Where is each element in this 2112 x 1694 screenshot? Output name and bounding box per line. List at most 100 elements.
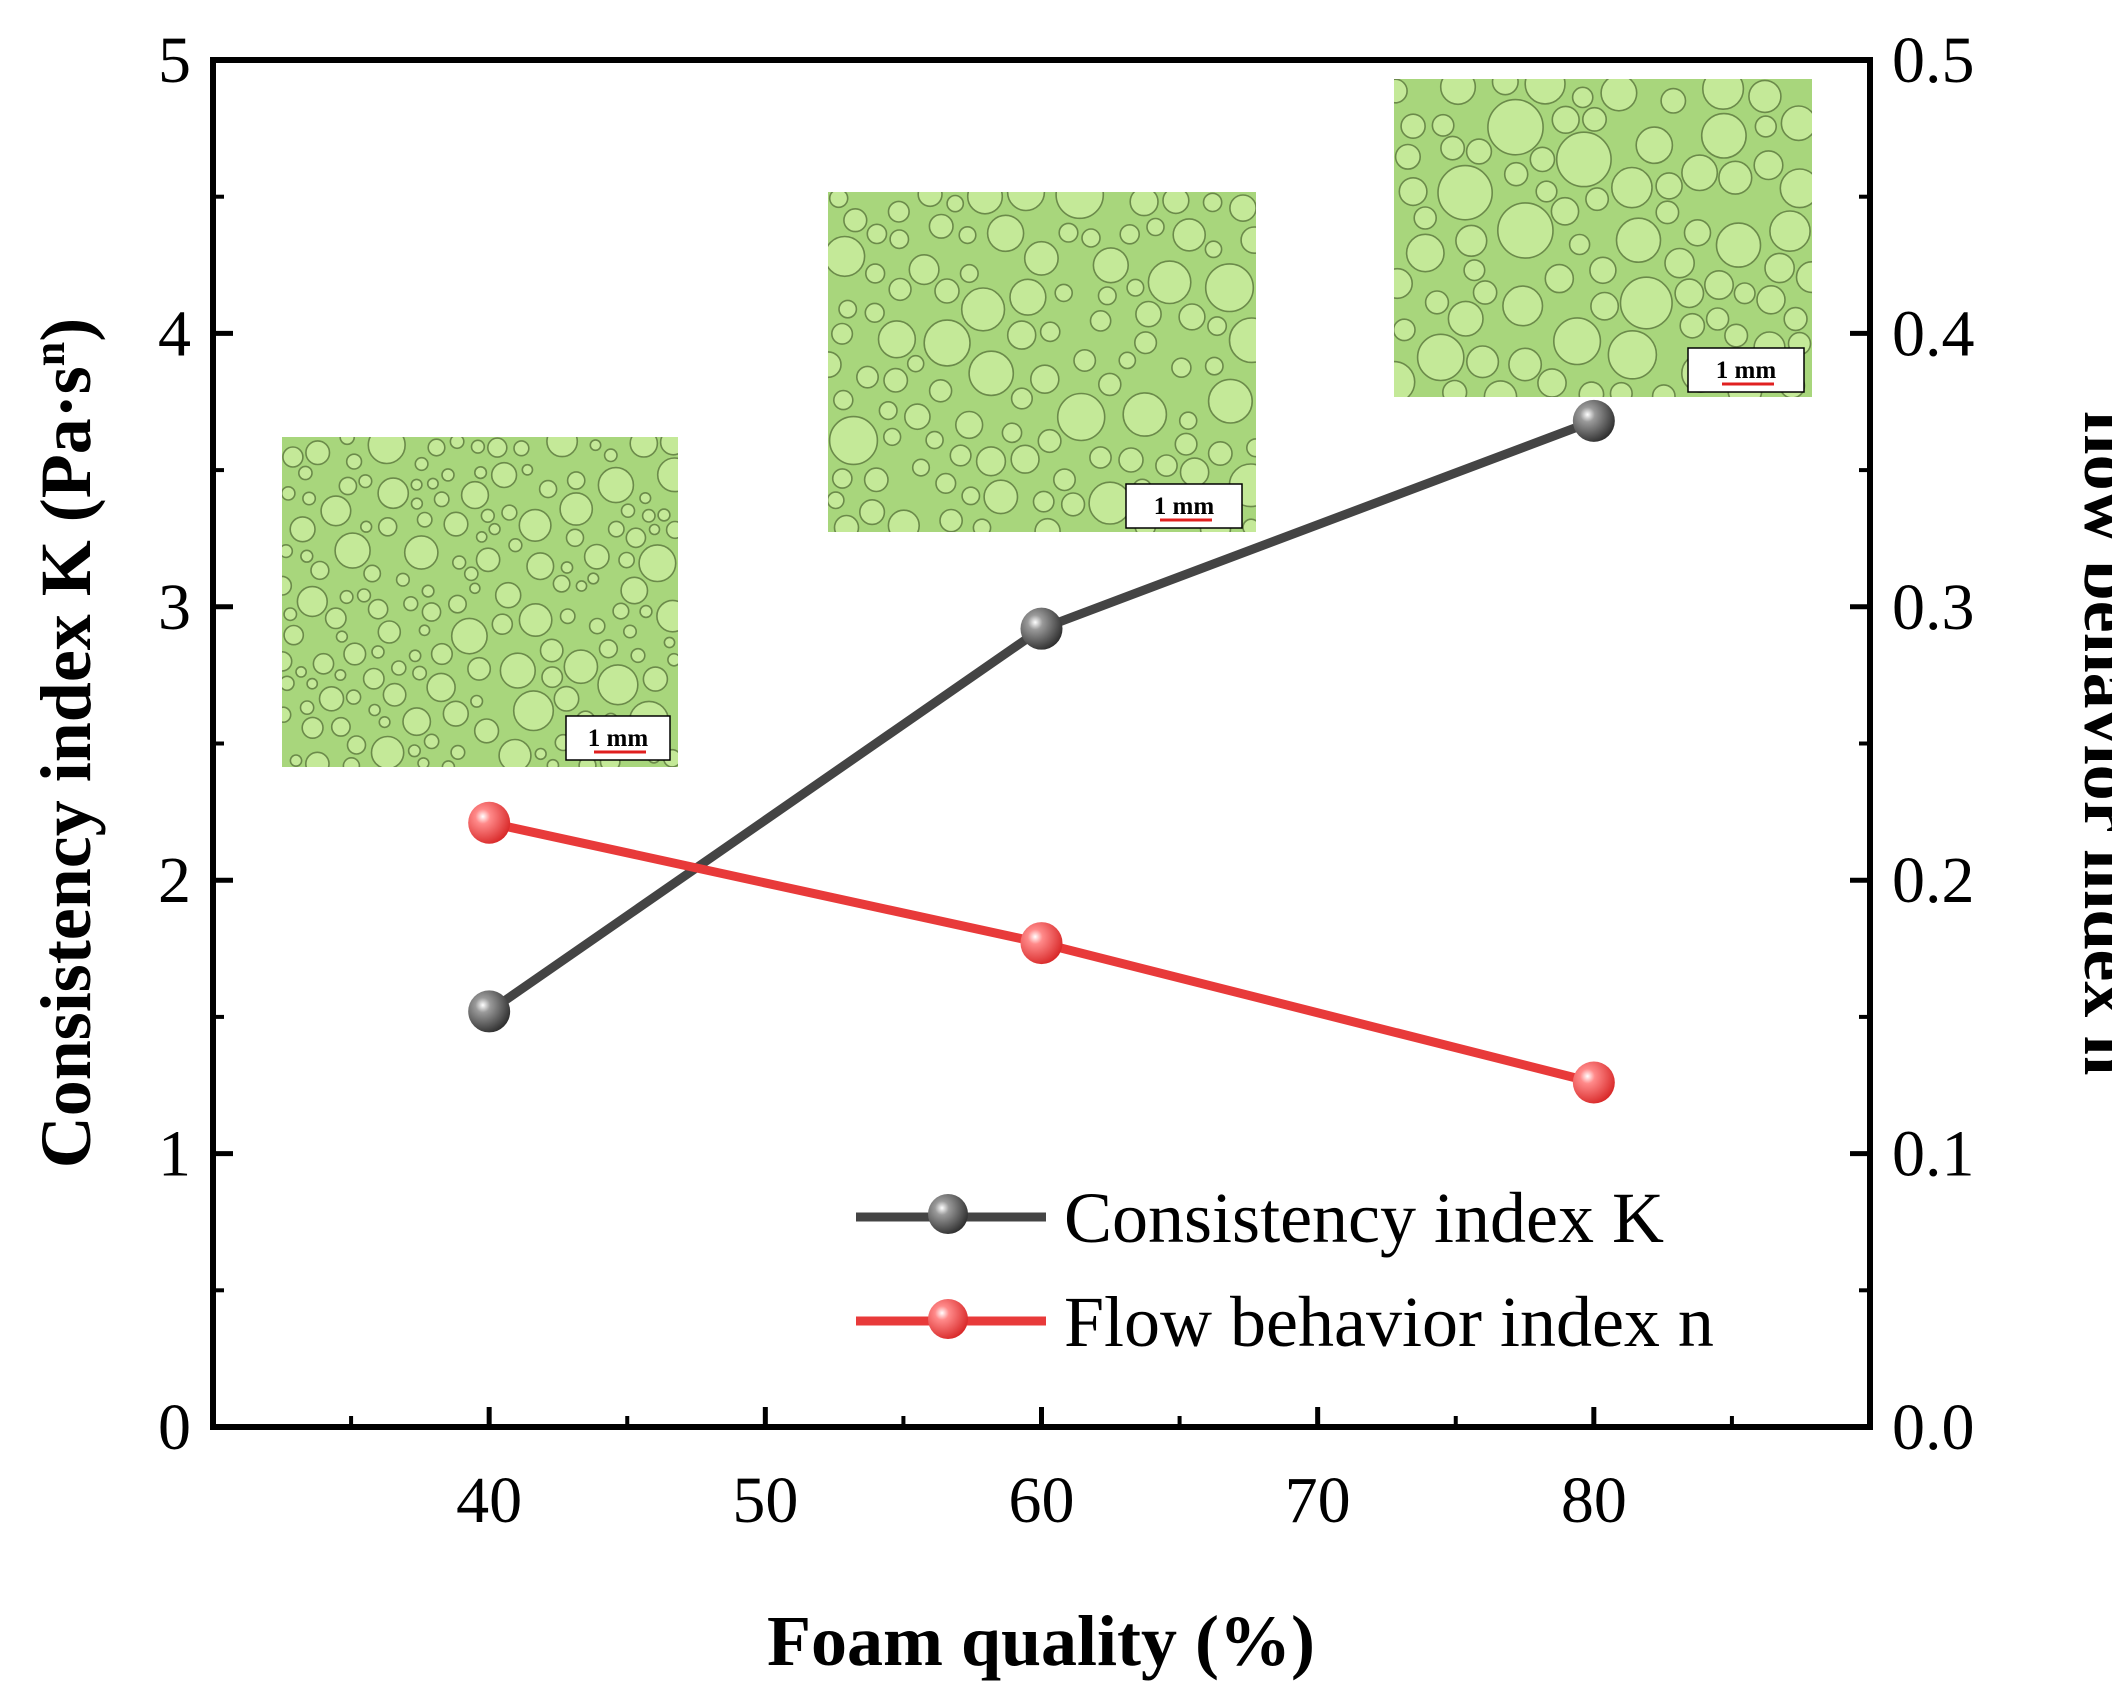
inset-bubble (630, 647, 646, 664)
inset-bubble (1088, 481, 1132, 525)
inset-bubble (597, 664, 639, 706)
inset-bubble (467, 656, 492, 681)
inset-bubble (1585, 187, 1610, 212)
y-right-tick-label: 0.3 (1892, 571, 1975, 644)
inset-bubble (1135, 300, 1162, 328)
inset-bubble (289, 516, 316, 543)
inset-bubble (923, 319, 971, 367)
inset-bubble (296, 585, 328, 618)
inset-bubble (1006, 320, 1037, 350)
inset-bubble (416, 511, 433, 528)
inset-bubble (1413, 206, 1437, 230)
inset-bubble (908, 254, 940, 286)
inset-bubble (1664, 247, 1696, 279)
inset-bubble (1039, 321, 1061, 343)
inset-bubble (546, 437, 579, 458)
inset-bubble (866, 223, 888, 245)
inset-bubble (1240, 226, 1256, 254)
inset-bubble (1178, 411, 1198, 431)
inset-bubble (339, 589, 354, 605)
inset-bubble (1172, 218, 1206, 252)
inset-bubble (282, 675, 295, 692)
inset-bubble (904, 403, 931, 431)
inset-bubble (539, 638, 564, 663)
inset-bubble (1702, 79, 1745, 110)
inset-bubble (972, 518, 992, 532)
inset-bubble (302, 491, 317, 506)
inset-bubble (598, 639, 619, 659)
inset-bubble (864, 263, 886, 284)
inset-bubble (832, 389, 854, 411)
inset-bubble (1550, 196, 1580, 226)
inset-bubble (1609, 381, 1633, 397)
inset-bubble (1179, 457, 1210, 488)
inset-bubble (1780, 105, 1812, 142)
inset-bubble (1092, 247, 1130, 284)
y-right-tick-label: 0.4 (1892, 297, 1975, 370)
inset-bubble (1589, 256, 1617, 285)
inset-bubble (858, 498, 886, 526)
inset-bubble (1207, 378, 1253, 424)
inset-bubble (360, 520, 373, 533)
inset-bubble (324, 607, 347, 630)
inset-bubble (1502, 285, 1544, 327)
inset-bubble (1133, 331, 1158, 355)
inset-bubble (1465, 138, 1493, 165)
inset-bubble (625, 527, 647, 549)
inset-bubble (863, 467, 889, 493)
inset-bubble (534, 747, 547, 761)
inset-bubble (295, 666, 307, 678)
x-axis-title: Foam quality (%) (767, 1601, 1315, 1681)
inset-bubble (470, 694, 484, 708)
inset-bubble (552, 574, 571, 593)
inset-bubble (559, 492, 594, 526)
inset-bubble (934, 278, 960, 304)
inset-bubble (620, 503, 636, 519)
inset-bubble (1508, 347, 1543, 382)
inset-bubble (583, 543, 610, 570)
inset-bubble (410, 497, 424, 510)
inset-bubble (1537, 368, 1567, 397)
inset-bubble (1795, 261, 1812, 294)
inset-bubble (638, 544, 677, 583)
inset-bubble (949, 444, 972, 467)
inset-bubble (1651, 384, 1676, 397)
inset-bubble (878, 401, 898, 421)
inset-bubble (618, 551, 635, 569)
y-right-axis-title: flow behavior index n (2069, 411, 2112, 1076)
inset-bubble (475, 531, 488, 543)
inset-bubble (1053, 468, 1077, 492)
inset-bubble (1126, 278, 1145, 297)
inset-bubble (831, 468, 853, 489)
legend-label-k: Consistency index K (1064, 1178, 1664, 1258)
inset-bubble (1578, 381, 1605, 397)
inset-bubble (371, 645, 385, 659)
inset-bubble (282, 706, 292, 723)
inset-bubble (283, 607, 298, 622)
inset-bubble (1009, 278, 1047, 316)
inset-bubble (1178, 303, 1206, 331)
inset-bubble (1129, 192, 1159, 217)
inset-bubble (975, 446, 1007, 477)
x-tick-label: 40 (456, 1464, 522, 1537)
inset-bubble (282, 446, 304, 468)
inset-bubble (1487, 98, 1544, 156)
inset-bubble (566, 471, 586, 490)
inset-bubble (475, 547, 501, 573)
inset-bubble (1753, 150, 1784, 181)
inset-bubble (297, 465, 313, 481)
inset-bubble (641, 508, 656, 523)
inset-bubble (1174, 432, 1198, 456)
inset-bubble (1204, 240, 1223, 259)
data-point-k (468, 990, 511, 1033)
inset-bubble (410, 478, 423, 491)
inset-bubble (358, 474, 373, 489)
inset-bubble (648, 523, 661, 536)
inset-bubble (377, 620, 402, 644)
inset-bubble (289, 754, 303, 767)
inset-bubble (518, 602, 553, 637)
inset-bubble (1524, 79, 1566, 105)
inset-bubble (282, 575, 293, 596)
inset-bubble (1030, 364, 1060, 395)
inset-bubble (402, 707, 432, 737)
